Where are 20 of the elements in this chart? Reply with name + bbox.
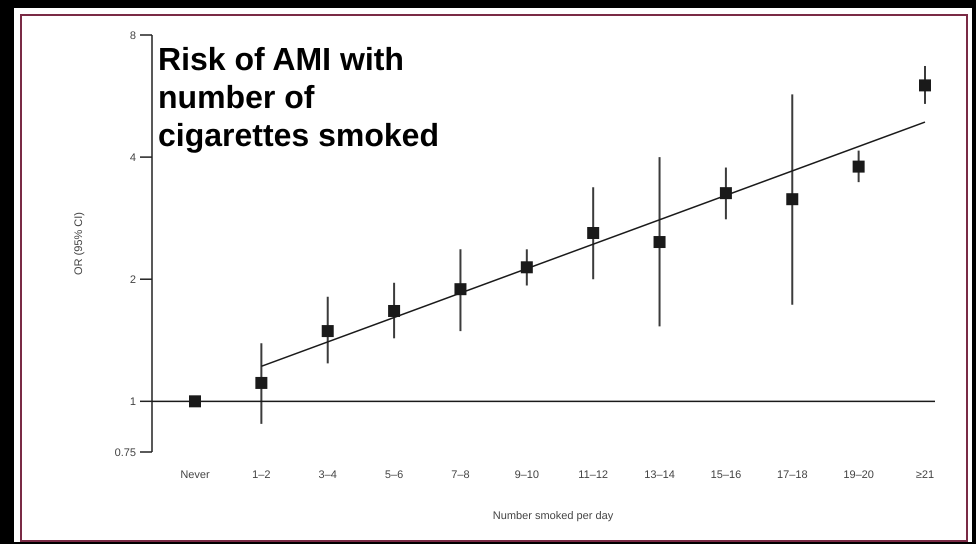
y-tick-label: 8 [130,30,136,42]
x-tick-label: ≥21 [916,469,934,481]
text: Risk of AMI with number of cigarettes smoked [158,41,440,153]
y-tick-label: 1 [130,396,136,408]
x-tick-label: 17–18 [776,469,808,481]
y-tick-label: 2 [130,274,136,286]
x-tick-label: 19–20 [843,469,874,481]
x-tick-label: 5–6 [384,469,404,481]
x-tick-label: 11–12 [578,469,608,481]
x-tick-label: 9–10 [514,469,540,481]
y-tick-label: 4 [130,152,136,164]
x-axis-title: Number smoked per day [492,510,614,522]
y-tick-label: 0.75 [114,446,136,459]
y-axis-title: OR (95% CI) [73,212,85,275]
x-tick-label: 15–16 [710,469,742,481]
x-tick-label: 1–2 [252,469,271,481]
x-tick-label: Never [180,469,210,481]
x-tick-label: 3–4 [318,469,337,481]
x-tick-label: 13–14 [644,469,675,481]
x-tick-label: 7–8 [451,469,470,481]
